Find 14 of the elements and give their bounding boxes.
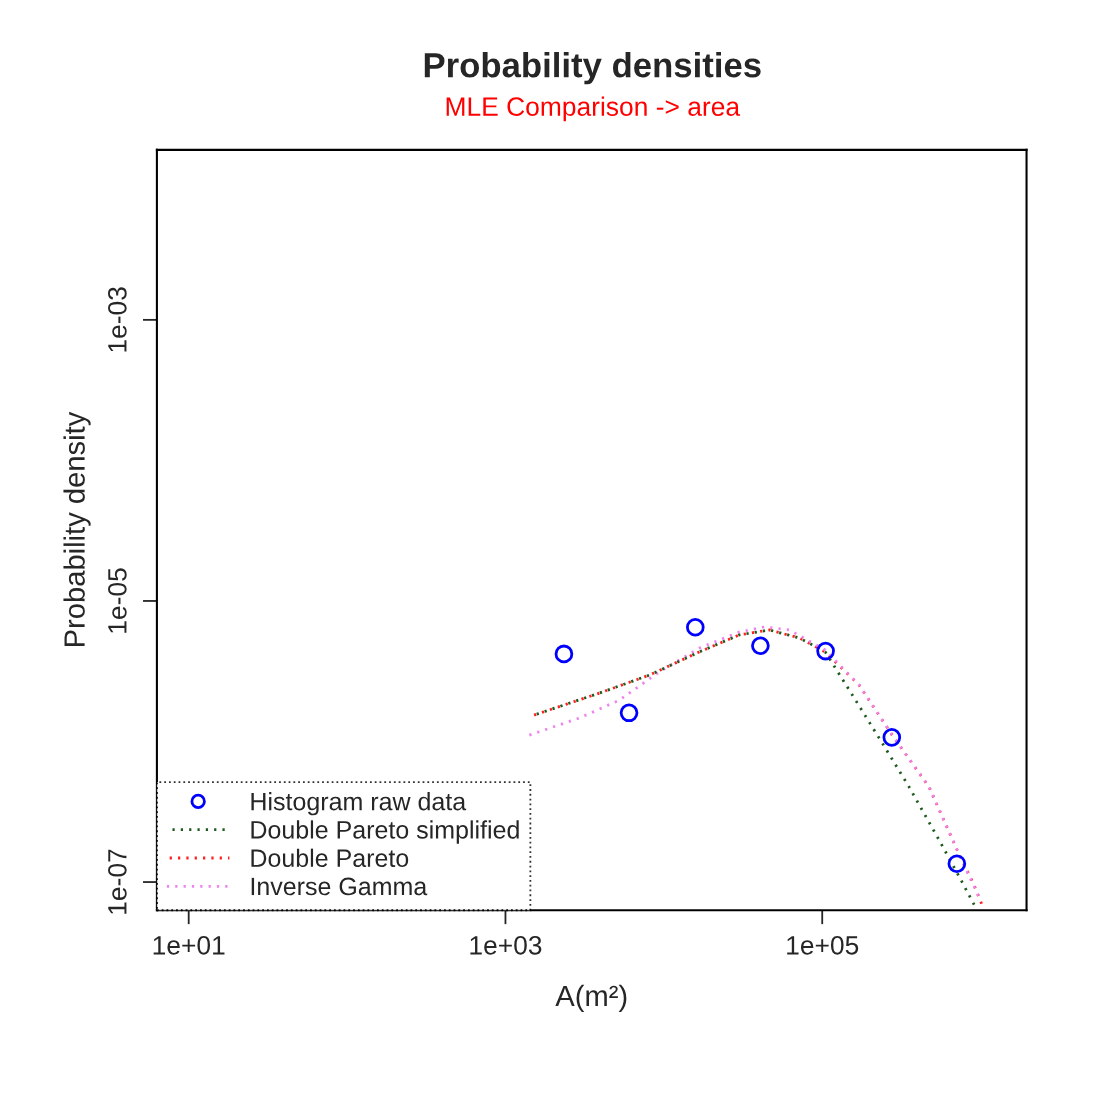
chart-subtitle: MLE Comparison -> area xyxy=(446,96,741,122)
y-tick-label: 1e-07 xyxy=(108,849,127,914)
legend-label: Double Pareto simplified xyxy=(251,820,519,844)
chart-title: Probability densities xyxy=(424,51,761,85)
x-tick-label: 1e+03 xyxy=(470,935,542,955)
x-axis-title: A(m²) xyxy=(555,984,627,1013)
legend-label: Histogram raw data xyxy=(251,792,467,816)
y-tick-label: 1e-03 xyxy=(108,287,127,352)
legend-label: Double Pareto xyxy=(251,848,409,868)
legend-label: Inverse Gamma xyxy=(251,877,428,896)
y-tick-label: 1e-05 xyxy=(108,568,127,633)
x-tick-label: 1e+01 xyxy=(153,935,225,955)
x-tick-label: 1e+05 xyxy=(787,935,859,955)
y-axis-title: Probability density xyxy=(63,411,91,647)
